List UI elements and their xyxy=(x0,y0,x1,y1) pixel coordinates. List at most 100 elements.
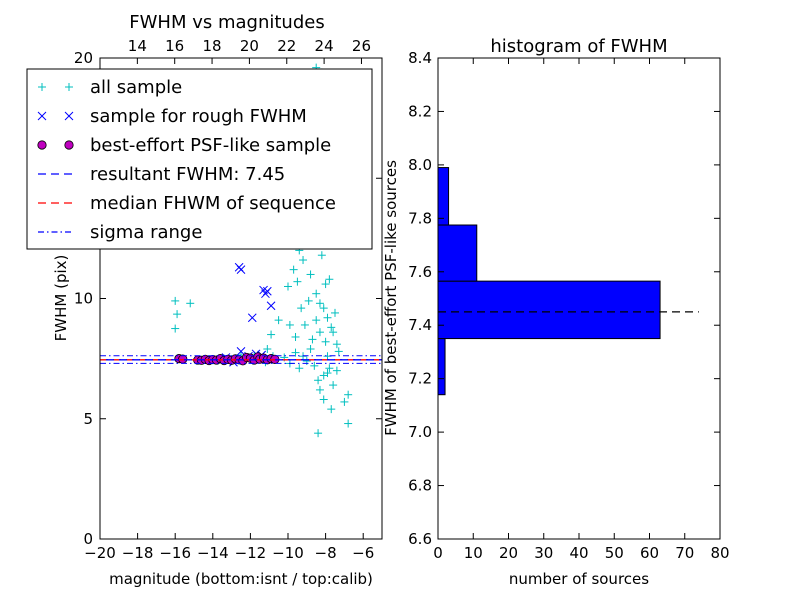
histogram-bar-3 xyxy=(438,167,450,226)
bottom-x-ticks: −20 −18 −16 −14 −12 −10 −8 −6 xyxy=(84,533,374,562)
histogram-x-label: number of sources xyxy=(509,570,649,588)
histogram-bar-1 xyxy=(438,280,661,340)
legend-label: all sample xyxy=(90,77,182,98)
legend-item: median FHWM of sequence xyxy=(38,193,336,214)
histogram-y-ticks: 6.6 6.8 7.0 7.2 7.4 7.6 7.8 8.0 8.2 8.4 xyxy=(408,49,720,548)
data-point-plus-22 xyxy=(314,429,323,438)
top-x-tick-label: 22 xyxy=(277,37,296,55)
reference-lines xyxy=(100,355,382,364)
histogram-x-ticks: 0 10 20 30 40 50 60 70 80 xyxy=(433,58,730,562)
data-point-plus-45 xyxy=(300,320,309,329)
hist-y-tick-label: 6.8 xyxy=(408,477,432,495)
legend-label: median FHWM of sequence xyxy=(90,193,336,214)
data-point-plus-67 xyxy=(263,345,272,354)
legend-item: resultant FWHM: 7.45 xyxy=(38,164,285,185)
x-tick-label: −10 xyxy=(272,544,304,562)
x-tick-label: −14 xyxy=(197,544,229,562)
data-point-plus-43 xyxy=(291,332,300,341)
histogram-y-label: FWHM of best-effort PSF-like sources xyxy=(382,160,400,436)
data-point-plus-70 xyxy=(329,381,338,390)
data-point-x-5 xyxy=(266,301,276,311)
data-point-x-4 xyxy=(261,289,270,299)
top-x-tick-label: 14 xyxy=(128,37,147,55)
data-point-plus-68 xyxy=(285,320,294,329)
x-tick-label: −16 xyxy=(159,544,191,562)
histogram-panel: 0 10 20 30 40 50 60 70 80 6.6 6.8 7.0 7.2 7.4 7.6 7.8 8… xyxy=(382,36,730,588)
hist-x-tick-label: 20 xyxy=(499,544,518,562)
legend-label: sigma range xyxy=(90,222,202,243)
histogram-title: histogram of FWHM xyxy=(490,36,667,57)
legend-label: best-effort PSF-like sample xyxy=(90,135,331,156)
data-point-x-1 xyxy=(236,265,246,274)
data-point-x-6 xyxy=(247,313,257,323)
data-point-plus-36 xyxy=(321,280,330,289)
data-point-plus-42 xyxy=(334,347,343,356)
data-point-plus-18 xyxy=(315,385,324,394)
histogram-bar-2 xyxy=(438,224,478,282)
top-x-tick-label: 16 xyxy=(165,37,184,55)
data-point-plus-48 xyxy=(312,316,321,325)
hist-x-tick-label: 60 xyxy=(640,544,659,562)
data-point-plus-53 xyxy=(327,323,336,332)
legend-marker xyxy=(64,111,74,121)
top-x-tick-label: 24 xyxy=(315,37,334,55)
data-point-plus-40 xyxy=(331,308,339,317)
data-point-plus-1 xyxy=(173,310,182,319)
data-point-plus-2 xyxy=(171,324,180,333)
data-point-plus-38 xyxy=(325,275,334,284)
legend-item: sample for rough FWHM xyxy=(37,106,307,127)
data-point-plus-39 xyxy=(329,328,338,337)
y-tick-label: 10 xyxy=(74,290,93,308)
data-point-plus-21 xyxy=(327,405,336,414)
data-point-plus-24 xyxy=(340,397,349,406)
hist-x-tick-label: 80 xyxy=(710,544,729,562)
legend-item: sigma range xyxy=(38,222,202,243)
x-tick-label: −20 xyxy=(84,544,116,562)
scatter-panel: −20 −18 −16 −14 −12 −10 −8 −6 14 16 18 20 22 24 26 0 5… xyxy=(26,12,383,588)
legend-marker xyxy=(37,111,47,121)
hist-y-tick-label: 7.0 xyxy=(408,423,432,441)
scatter-points xyxy=(171,63,353,438)
x-tick-label: −6 xyxy=(352,544,374,562)
data-point-plus-25 xyxy=(344,390,353,399)
data-point-plus-47 xyxy=(308,335,317,344)
scatter-x-label: magnitude (bottom:isnt / top:calib) xyxy=(109,570,373,588)
y-tick-label: 0 xyxy=(83,530,93,548)
y-tick-label: 5 xyxy=(83,410,93,428)
legend-marker xyxy=(37,140,47,150)
data-point-plus-50 xyxy=(319,304,328,313)
data-point-plus-33 xyxy=(312,289,321,298)
hist-y-tick-label: 7.6 xyxy=(408,263,432,281)
hist-x-tick-label: 30 xyxy=(534,544,553,562)
data-point-plus-3 xyxy=(186,299,195,308)
data-point-plus-71 xyxy=(325,364,334,373)
data-point-plus-44 xyxy=(297,304,306,313)
legend-marker xyxy=(65,83,73,91)
y-tick-label: 20 xyxy=(74,49,93,67)
data-point-plus-26 xyxy=(284,282,292,291)
data-point-plus-19 xyxy=(319,395,328,404)
data-point-plus-31 xyxy=(306,270,315,279)
legend-item: best-effort PSF-like sample xyxy=(37,135,331,156)
x-tick-label: −8 xyxy=(315,544,337,562)
scatter-legend: all sample sample for rough FWHM best-effo… xyxy=(26,68,373,250)
data-point-plus-27 xyxy=(289,265,298,274)
data-point-plus-51 xyxy=(321,337,330,346)
data-point-plus-23 xyxy=(344,419,353,428)
data-point-plus-65 xyxy=(274,316,283,325)
data-point-plus-15 xyxy=(306,345,315,354)
hist-x-tick-label: 10 xyxy=(464,544,483,562)
data-point-plus-17 xyxy=(314,376,323,385)
hist-x-tick-label: 40 xyxy=(569,544,588,562)
top-x-tick-label: 26 xyxy=(352,37,371,55)
hist-x-tick-label: 0 xyxy=(433,544,443,562)
scatter-title: FWHM vs magnitudes xyxy=(129,12,324,33)
data-point-plus-0 xyxy=(171,296,180,305)
data-point-plus-29 xyxy=(299,256,308,265)
data-point-plus-16 xyxy=(310,361,319,370)
hist-y-tick-label: 7.8 xyxy=(408,209,432,227)
legend-marker xyxy=(64,140,74,150)
data-point-plus-12 xyxy=(295,364,304,373)
histogram-bar-0 xyxy=(438,338,446,396)
